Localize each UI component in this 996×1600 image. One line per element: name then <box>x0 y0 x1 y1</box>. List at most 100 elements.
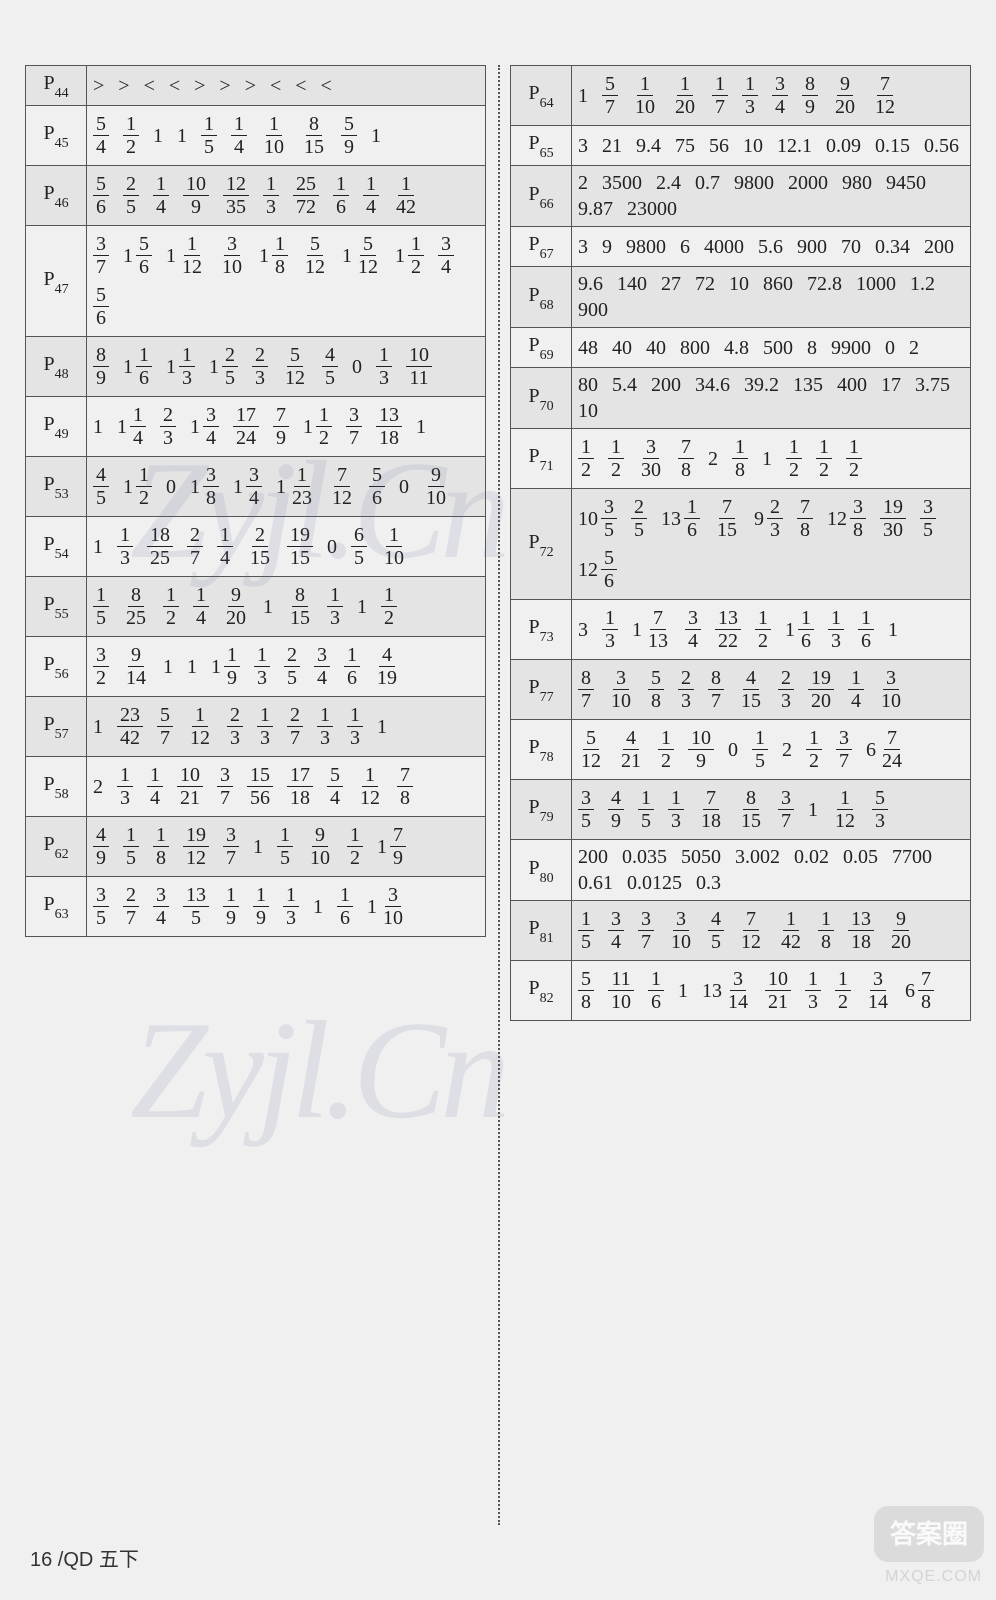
page-ref-label: P65 <box>511 126 572 166</box>
answer-cell: 1212330782181121212 <box>572 429 971 489</box>
answer-key-page: Zyjl.Cn Zyjl.Cn P44>><<>>><<<P4554121115… <box>0 0 996 1600</box>
answer-cell: 3527341351919131161310 <box>87 877 486 937</box>
answers-list: 10352513167159237812381930351256 <box>578 495 964 593</box>
answers-list: 4511201381341123712560910 <box>93 463 479 510</box>
table-row: P7851242112109015212376724 <box>511 720 971 780</box>
answers-list: 37156111231011851215121123456 <box>93 232 479 330</box>
page-ref-label: P82 <box>511 961 572 1021</box>
table-row: P56329141111913253416419 <box>26 637 486 697</box>
column-divider <box>486 65 510 1525</box>
answers-list: 1212330782181121212 <box>578 435 964 482</box>
answer-cell: 4840408004.85008990002 <box>572 328 971 368</box>
answers-list: 235002.40.79800200098094509.8723000 <box>578 172 964 220</box>
answers-list: 123425711223132713131 <box>93 703 479 750</box>
page-ref-label: P58 <box>26 757 87 817</box>
page-ref-label: P79 <box>511 780 572 840</box>
answer-cell: 2000.03550503.0020.020.0577000.610.01250… <box>572 840 971 901</box>
answers-list: 158251214920181513112 <box>93 583 479 630</box>
page-ref-label: P46 <box>26 166 87 226</box>
page-ref-label: P73 <box>511 600 572 660</box>
answers-list: 15343731045712142181318920 <box>578 907 964 954</box>
page-ref-label: P44 <box>26 66 87 106</box>
table-row: P5821314102137155617185411278 <box>26 757 486 817</box>
answers-list: 329141111913253416419 <box>93 643 479 690</box>
answers-list: 3219.475561012.10.090.150.56 <box>578 135 964 157</box>
answers-list: 8911611312523512450131011 <box>93 343 479 390</box>
page-ref-label: P54 <box>26 517 87 577</box>
table-row: P694840408004.85008990002 <box>511 328 971 368</box>
answers-list: 31317133413221211613161 <box>578 606 964 653</box>
right-column: P6415711012017133489920712P65 3219.475561… <box>510 65 971 1525</box>
answer-cell: 123425711223132713131 <box>87 697 486 757</box>
page-ref-label: P53 <box>26 457 87 517</box>
table-row: P54113182527142151915065110 <box>26 517 486 577</box>
answers-list: 5412111514110815591 <box>93 112 479 159</box>
table-row: P491114231341724791123713181 <box>26 397 486 457</box>
answer-cell: 49151819123711591012179 <box>87 817 486 877</box>
page-ref-label: P81 <box>511 901 572 961</box>
answer-cell: 8731058238741523192014310 <box>572 660 971 720</box>
table-row: P66235002.40.79800200098094509.8723000 <box>511 166 971 227</box>
page-ref-label: P77 <box>511 660 572 720</box>
answer-cell: 15711012017133489920712 <box>572 66 971 126</box>
two-column-layout: P44>><<>>><<<P455412111514110815591P4656… <box>25 65 971 1525</box>
page-ref-label: P72 <box>511 489 572 600</box>
answers-list: 3549151371881537111253 <box>578 786 964 833</box>
answer-cell: 1114231341724791123713181 <box>87 397 486 457</box>
left-column: P44>><<>>><<<P455412111514110815591P4656… <box>25 65 486 1525</box>
answer-cell: 4511201381341123712560910 <box>87 457 486 517</box>
table-row: P633527341351919131161310 <box>26 877 486 937</box>
answers-list: 9.614027721086072.810001.2900 <box>578 273 964 321</box>
answer-cell: 5811101611331410211312314678 <box>572 961 971 1021</box>
answer-cell: 805.420034.639.2135400173.7510 <box>572 368 971 429</box>
table-row: P65 3219.475561012.10.090.150.56 <box>511 126 971 166</box>
page-ref-label: P56 <box>26 637 87 697</box>
answers-list: 56251410912351325721614142 <box>93 172 479 219</box>
answer-cell: 9.614027721086072.810001.2900 <box>572 267 971 328</box>
page-ref-label: P57 <box>26 697 87 757</box>
answers-list: 2000.03550503.0020.020.0577000.610.01250… <box>578 846 964 894</box>
answer-cell: 31317133413221211613161 <box>572 600 971 660</box>
table-row: P6249151819123711591012179 <box>26 817 486 877</box>
table-row: P455412111514110815591 <box>26 106 486 166</box>
table-row: P689.614027721086072.810001.2900 <box>511 267 971 328</box>
table-row: P4656251410912351325721614142 <box>26 166 486 226</box>
table-row: P825811101611331410211312314678 <box>511 961 971 1021</box>
page-ref-label: P66 <box>511 166 572 227</box>
answer-cell: >><<>>><<< <box>87 66 486 106</box>
answer-cell: 15343731045712142181318920 <box>572 901 971 961</box>
table-row: P488911611312523512450131011 <box>26 337 486 397</box>
table-row: P44 >><<>>><<< <box>26 66 486 106</box>
answers-list: 805.420034.639.2135400173.7510 <box>578 374 964 422</box>
page-ref-label: P78 <box>511 720 572 780</box>
answer-cell: 56251410912351325721614142 <box>87 166 486 226</box>
answers-list: >><<>>><<< <box>93 75 479 97</box>
table-row: P793549151371881537111253 <box>511 780 971 840</box>
answer-cell: 10352513167159237812381930351256 <box>572 489 971 600</box>
table-row: P4737156111231011851215121123456 <box>26 226 486 337</box>
page-ref-label: P64 <box>511 66 572 126</box>
page-ref-label: P47 <box>26 226 87 337</box>
table-row: P57123425711223132713131 <box>26 697 486 757</box>
answers-list: 113182527142151915065110 <box>93 523 479 570</box>
answer-cell: 8911611312523512450131011 <box>87 337 486 397</box>
answers-list: 51242112109015212376724 <box>578 726 964 773</box>
table-row: P8115343731045712142181318920 <box>511 901 971 961</box>
right-table: P6415711012017133489920712P65 3219.475561… <box>510 65 971 1021</box>
table-row: P7331317133413221211613161 <box>511 600 971 660</box>
answer-cell: 3219.475561012.10.090.150.56 <box>572 126 971 166</box>
answer-cell: 158251214920181513112 <box>87 577 486 637</box>
page-ref-label: P71 <box>511 429 572 489</box>
page-ref-label: P63 <box>26 877 87 937</box>
site-url: MXQE.COM <box>885 1568 982 1586</box>
page-ref-label: P45 <box>26 106 87 166</box>
page-ref-label: P49 <box>26 397 87 457</box>
answers-list: 5811101611331410211312314678 <box>578 967 964 1014</box>
answers-list: 49151819123711591012179 <box>93 823 479 870</box>
table-row: P802000.03550503.0020.020.0577000.610.01… <box>511 840 971 901</box>
page-ref-label: P70 <box>511 368 572 429</box>
page-footer: 16 /QD 五下 <box>30 1543 139 1572</box>
answers-list: 4840408004.85008990002 <box>578 337 964 359</box>
table-row: P70805.420034.639.2135400173.7510 <box>511 368 971 429</box>
table-row: P711212330782181121212 <box>511 429 971 489</box>
